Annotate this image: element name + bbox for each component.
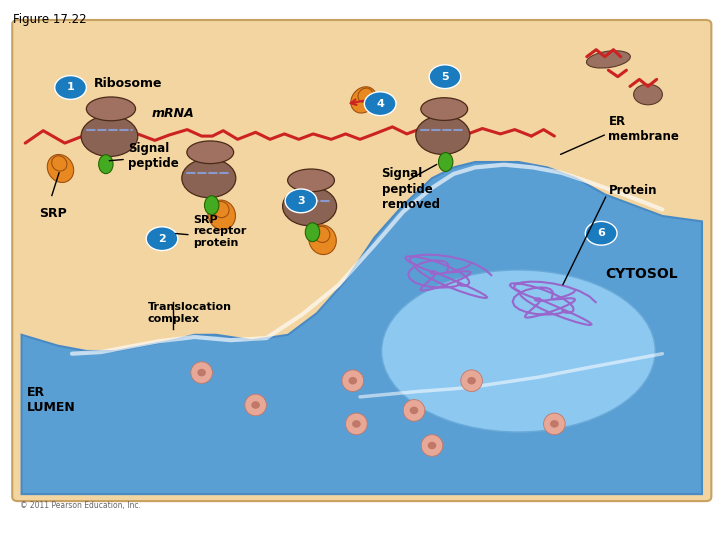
Ellipse shape xyxy=(428,442,436,449)
Polygon shape xyxy=(22,162,702,494)
Ellipse shape xyxy=(461,370,482,392)
Ellipse shape xyxy=(314,226,330,242)
Text: Signal
peptide: Signal peptide xyxy=(128,141,179,170)
Text: SRP: SRP xyxy=(40,207,68,220)
Ellipse shape xyxy=(421,435,443,456)
Ellipse shape xyxy=(213,201,229,218)
Text: Signal
peptide
removed: Signal peptide removed xyxy=(382,167,440,211)
Ellipse shape xyxy=(352,420,361,428)
Ellipse shape xyxy=(204,195,219,214)
Ellipse shape xyxy=(251,401,260,409)
Text: Ribosome: Ribosome xyxy=(94,77,162,90)
Circle shape xyxy=(55,76,86,99)
Text: ER
LUMEN: ER LUMEN xyxy=(27,386,76,414)
Text: 2: 2 xyxy=(158,234,166,244)
Ellipse shape xyxy=(416,116,470,154)
Ellipse shape xyxy=(346,413,367,435)
Ellipse shape xyxy=(544,413,565,435)
Text: 1: 1 xyxy=(67,83,74,92)
Ellipse shape xyxy=(587,51,630,68)
Text: 5: 5 xyxy=(441,72,449,82)
Ellipse shape xyxy=(342,370,364,392)
Ellipse shape xyxy=(48,154,73,183)
Ellipse shape xyxy=(52,156,67,171)
Text: Figure 17.22: Figure 17.22 xyxy=(13,14,86,26)
Ellipse shape xyxy=(191,362,212,383)
Ellipse shape xyxy=(634,84,662,105)
Text: 3: 3 xyxy=(297,196,305,206)
Ellipse shape xyxy=(420,98,468,120)
Ellipse shape xyxy=(305,223,320,242)
Ellipse shape xyxy=(197,369,206,376)
Ellipse shape xyxy=(99,155,113,174)
Text: ER
membrane: ER membrane xyxy=(608,114,679,143)
FancyBboxPatch shape xyxy=(12,20,711,501)
Ellipse shape xyxy=(208,200,235,230)
Circle shape xyxy=(146,227,178,251)
Circle shape xyxy=(364,92,396,116)
Ellipse shape xyxy=(351,87,377,113)
Ellipse shape xyxy=(358,88,373,103)
Text: 6: 6 xyxy=(598,228,605,238)
Circle shape xyxy=(585,221,617,245)
Text: Protein: Protein xyxy=(608,184,657,197)
Circle shape xyxy=(429,65,461,89)
Ellipse shape xyxy=(181,159,236,198)
Ellipse shape xyxy=(288,169,334,192)
Text: mRNA: mRNA xyxy=(151,107,194,120)
Ellipse shape xyxy=(403,400,425,421)
Ellipse shape xyxy=(81,116,138,157)
Ellipse shape xyxy=(550,420,559,428)
Ellipse shape xyxy=(86,97,135,121)
Text: Translocation
complex: Translocation complex xyxy=(148,302,232,324)
Ellipse shape xyxy=(348,377,357,384)
Text: 4: 4 xyxy=(377,99,384,109)
Text: CYTOSOL: CYTOSOL xyxy=(605,267,678,281)
Ellipse shape xyxy=(186,141,233,164)
Ellipse shape xyxy=(245,394,266,416)
Text: SRP
receptor
protein: SRP receptor protein xyxy=(193,214,246,248)
Ellipse shape xyxy=(467,377,476,384)
Ellipse shape xyxy=(309,225,336,254)
Ellipse shape xyxy=(283,187,337,226)
Ellipse shape xyxy=(382,270,655,432)
Circle shape xyxy=(285,189,317,213)
Text: © 2011 Pearson Education, Inc.: © 2011 Pearson Education, Inc. xyxy=(20,501,141,510)
Ellipse shape xyxy=(438,152,453,172)
Ellipse shape xyxy=(410,407,418,414)
